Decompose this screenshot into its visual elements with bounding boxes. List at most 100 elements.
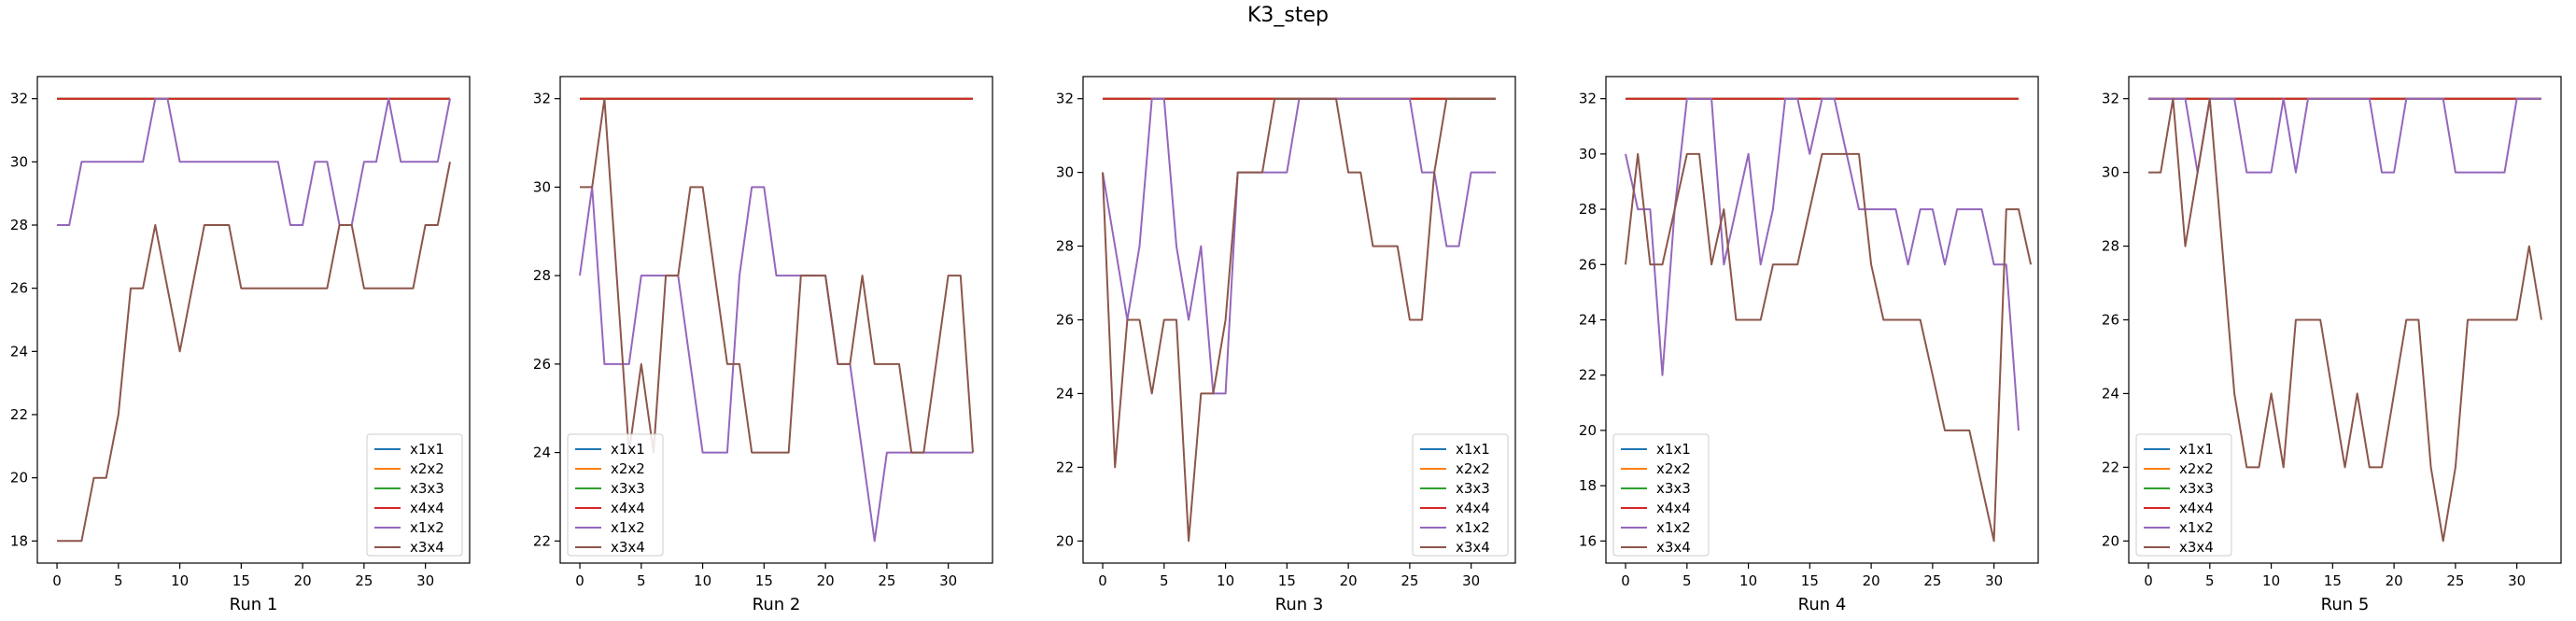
series-line-x1x2: [2148, 97, 2541, 174]
legend-label: x3x4: [410, 539, 444, 556]
legend-box: [567, 433, 664, 557]
y-tick-label: 16: [1579, 532, 1597, 549]
legend-label: x3x3: [2179, 480, 2214, 497]
legend-label: x3x4: [1456, 539, 1490, 556]
plot-frame: [559, 76, 993, 564]
x-tick-label: 15: [232, 572, 250, 589]
y-tick-label: 32: [533, 91, 551, 107]
y-tick-label: 30: [533, 178, 551, 195]
legend-label: x3x3: [1656, 480, 1691, 497]
y-tick-label: 18: [1579, 477, 1597, 494]
legend-label: x4x4: [1456, 500, 1490, 516]
y-tick-label: 20: [10, 470, 28, 487]
y-tick-label: 32: [10, 91, 28, 107]
x-tick-label: 10: [2262, 572, 2280, 589]
x-axis-label: Run 1: [230, 595, 278, 614]
x-axis-label: Run 5: [2321, 595, 2370, 614]
y-tick-label: 20: [2102, 532, 2119, 549]
legend-box: [1412, 433, 1509, 557]
x-tick-label: 0: [52, 572, 62, 589]
x-tick-label: 5: [1160, 572, 1169, 589]
chart-panel-2: 0 5 10 15 20 25 30 22 24 26 28 30 32 Run 2 x1x1 x2x2 x3x…: [533, 76, 993, 614]
y-tick-label: 30: [1056, 164, 1074, 181]
y-tick-label: 26: [1056, 312, 1074, 329]
legend: x1x1 x2x2 x3x3 x4x4 x1x2 x3x4: [1412, 433, 1509, 557]
y-tick-label: 20: [1056, 532, 1074, 549]
x-tick-label: 10: [1739, 572, 1757, 589]
y-tick-label: 22: [1056, 459, 1074, 475]
legend-label: x2x2: [1456, 460, 1490, 477]
x-tick-label: 30: [1462, 572, 1480, 589]
x-tick-label: 25: [1401, 572, 1418, 589]
x-tick-label: 10: [1217, 572, 1234, 589]
legend: x1x1 x2x2 x3x3 x4x4 x1x2 x3x4: [567, 433, 664, 557]
x-tick-label: 30: [939, 572, 957, 589]
y-tick-label: 22: [533, 532, 551, 549]
legend-label: x1x1: [410, 441, 444, 458]
y-tick-label: 28: [533, 267, 551, 284]
legend-label: x2x2: [1656, 460, 1691, 477]
legend: x1x1 x2x2 x3x3 x4x4 x1x2 x3x4: [366, 433, 463, 557]
x-tick-label: 25: [1923, 572, 1941, 589]
x-tick-label: 25: [355, 572, 373, 589]
y-tick-label: 22: [10, 406, 28, 423]
y-tick-label: 30: [1579, 146, 1597, 162]
legend-label: x1x2: [410, 519, 444, 536]
y-tick-label: 26: [533, 356, 551, 373]
legend-label: x1x2: [611, 519, 645, 536]
legend-label: x2x2: [2179, 460, 2214, 477]
y-tick-label: 26: [1579, 256, 1597, 273]
y-tick-label: 26: [10, 280, 28, 297]
x-tick-label: 20: [1863, 572, 1880, 589]
series-line-x1x2: [579, 186, 973, 543]
y-tick-label: 28: [1579, 201, 1597, 218]
x-tick-label: 20: [817, 572, 835, 589]
chart-panel-1: 0 5 10 15 20 25 30 18 20 22 24 26 28 30 32 Run 1 x1x1 x2x…: [10, 76, 471, 614]
legend-label: x4x4: [410, 500, 444, 516]
legend-box: [366, 433, 463, 557]
legend-label: x2x2: [611, 460, 645, 477]
y-tick-label: 28: [1056, 238, 1074, 255]
legend-label: x1x1: [1656, 441, 1691, 458]
legend-box: [2135, 433, 2232, 557]
legend-label: x2x2: [410, 460, 444, 477]
x-axis-label: Run 3: [1275, 595, 1324, 614]
y-tick-label: 24: [533, 445, 551, 461]
x-tick-label: 5: [2205, 572, 2215, 589]
legend: x1x1 x2x2 x3x3 x4x4 x1x2 x3x4: [2135, 433, 2232, 557]
y-tick-label: 24: [1056, 385, 1074, 402]
x-tick-label: 0: [2144, 572, 2153, 589]
y-tick-label: 20: [1579, 422, 1597, 439]
legend-box: [1612, 433, 1710, 557]
series-line-x3x4: [580, 97, 974, 454]
x-tick-label: 20: [1340, 572, 1358, 589]
legend-label: x3x3: [410, 480, 444, 497]
x-tick-label: 15: [1801, 572, 1819, 589]
y-tick-label: 26: [2102, 312, 2119, 329]
legend-label: x1x2: [1656, 519, 1691, 536]
legend-label: x1x1: [1456, 441, 1490, 458]
x-tick-label: 10: [694, 572, 711, 589]
y-tick-label: 24: [2102, 385, 2119, 402]
x-tick-label: 10: [171, 572, 189, 589]
x-tick-label: 0: [575, 572, 584, 589]
x-tick-label: 25: [878, 572, 895, 589]
legend-label: x4x4: [1656, 500, 1691, 516]
legend-label: x1x2: [2179, 519, 2214, 536]
x-tick-label: 30: [1985, 572, 2003, 589]
legend-label: x3x4: [611, 539, 645, 556]
legend: x1x1 x2x2 x3x3 x4x4 x1x2 x3x4: [1612, 433, 1710, 557]
y-tick-label: 32: [1056, 91, 1074, 107]
x-tick-label: 30: [416, 572, 434, 589]
x-tick-label: 30: [2508, 572, 2526, 589]
legend-label: x4x4: [2179, 500, 2214, 516]
x-tick-label: 0: [1621, 572, 1630, 589]
y-tick-label: 32: [1579, 91, 1597, 107]
series-line-x1x2: [1102, 97, 1496, 395]
figure-title: K3_step: [1246, 4, 1329, 27]
legend-label: x3x3: [1456, 480, 1490, 497]
y-tick-label: 22: [2102, 459, 2119, 475]
